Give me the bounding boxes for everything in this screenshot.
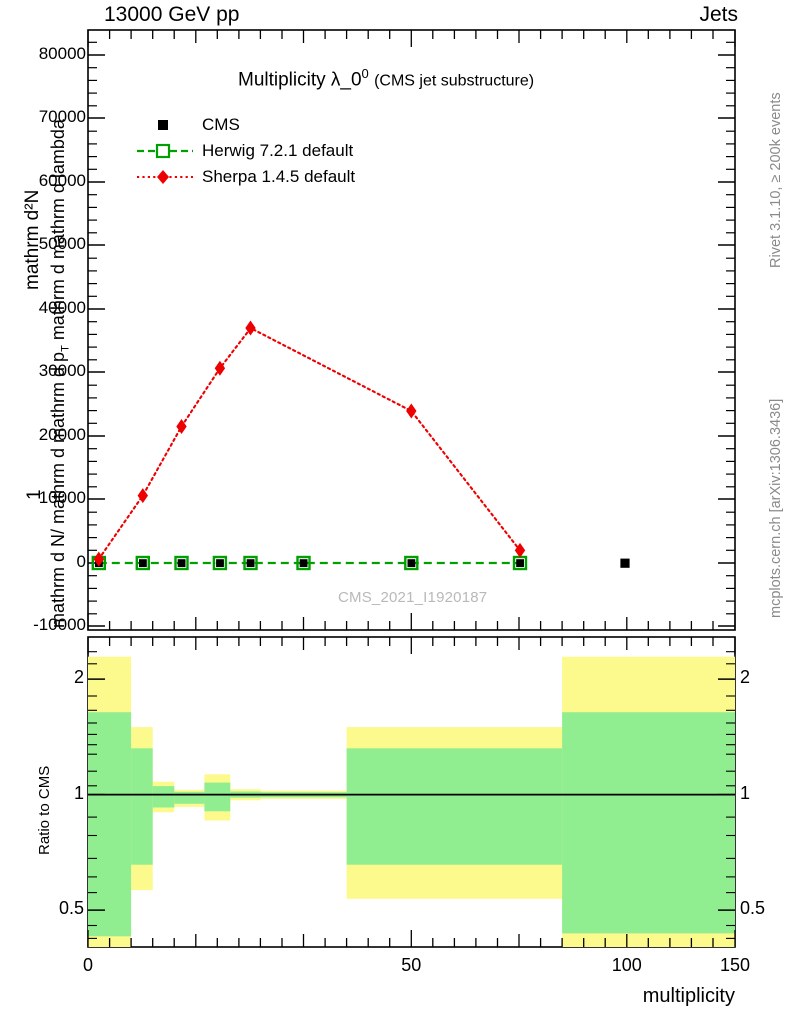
main-ytick-neg10000: -10000: [33, 615, 86, 634]
main-ytick-30000: 30000: [38, 361, 86, 380]
ratio-ytick-05-right: 0.5: [740, 898, 766, 918]
main-ytick-70000: 70000: [38, 107, 86, 126]
main-ylabel-outer: mathrm d²N: [22, 189, 43, 290]
ratio-ytick-2-left: 2: [73, 667, 84, 687]
analysis-watermark: CMS_2021_I1920187: [338, 589, 488, 606]
legend-item-cms[interactable]: CMS: [136, 112, 355, 138]
xtick-50: 50: [401, 955, 422, 975]
main-ylabel-one: 1: [24, 489, 45, 500]
ratio-ytick-2-right: 2: [740, 667, 751, 687]
legend-marker-herwig-icon: [137, 143, 193, 159]
legend-marker-cms-icon: [158, 120, 168, 130]
ratio-ytick-1-right: 1: [740, 783, 751, 803]
main-ytick-0: 0: [76, 552, 86, 571]
legend-item-herwig[interactable]: Herwig 7.2.1 default: [136, 138, 355, 164]
main-ytick-80000: 80000: [38, 44, 86, 63]
xtick-150: 150: [719, 955, 751, 975]
main-ytick-50000: 50000: [38, 234, 86, 253]
legend-label-cms: CMS: [202, 115, 240, 134]
legend-marker-sherpa-icon: [137, 170, 193, 184]
xtick-0: 0: [82, 955, 94, 975]
main-x-ticks: [87, 30, 736, 630]
legend-label-herwig: Herwig 7.2.1 default: [202, 141, 354, 160]
main-ylabel-inner: mathrm d N/ mathrm d mathrm d pT mathrm …: [48, 119, 72, 628]
main-y-minor-ticks: [88, 41, 735, 615]
series-sherpa-line: [97, 326, 522, 561]
header-category-label: Jets: [699, 3, 738, 26]
legend-item-sherpa[interactable]: Sherpa 1.4.5 default: [136, 164, 355, 190]
mcplots-reference-label: mcplots.cern.ch [arXiv:1306.3436]: [768, 398, 784, 618]
ratio-ytick-05-left: 0.5: [58, 898, 84, 918]
ratio-ytick-1-left: 1: [73, 783, 84, 803]
legend: CMS Herwig 7.2.1 default Sherpa 1.4.5 de…: [136, 112, 355, 190]
plot-title: Multiplicity λ_00 (CMS jet substructure): [238, 66, 535, 91]
header-beam-label: 13000 GeV pp: [104, 3, 240, 26]
ratio-ylabel: Ratio to CMS: [36, 765, 53, 855]
main-ytick-60000: 60000: [38, 171, 86, 190]
ratio-x-ticks: [87, 637, 736, 947]
main-ytick-40000: 40000: [38, 298, 86, 317]
ratio-y-minor-ticks: [88, 651, 735, 939]
legend-label-sherpa: Sherpa 1.4.5 default: [202, 167, 356, 186]
series-sherpa-markers: [93, 320, 526, 567]
main-ytick-20000: 20000: [38, 425, 86, 444]
main-ytick-10000: 10000: [38, 488, 86, 507]
main-y-major-ticks: [88, 54, 735, 627]
rivet-version-label: Rivet 3.1.10, ≥ 200k events: [768, 92, 784, 268]
xaxis-label: multiplicity: [642, 985, 735, 1007]
ratio-y-major-ticks: [88, 678, 735, 911]
xtick-100: 100: [611, 955, 642, 975]
